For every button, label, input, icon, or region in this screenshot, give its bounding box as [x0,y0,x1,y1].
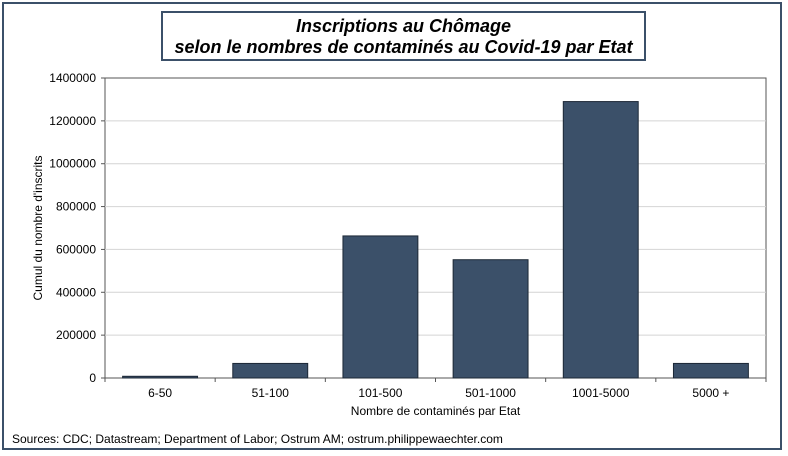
bar [342,235,419,379]
x-tick-label: 6-50 [148,386,172,400]
chart-title-line-1: Inscriptions au Chômage [295,16,512,36]
bar [672,362,749,379]
chart-title-box: Inscriptions au Chômage selon le nombres… [161,11,646,61]
bar [122,375,199,379]
x-tick-label: 501-1000 [465,386,516,400]
y-tick-label: 200000 [56,328,96,342]
y-axis-title: Cumul du nombre d'inscrits [31,155,45,300]
x-axis-title: Nombre de contaminés par Etat [351,404,521,418]
bar [562,101,639,379]
chart-title-line-2: selon le nombres de contaminés au Covid-… [174,37,633,57]
x-tick-label: 1001-5000 [572,386,630,400]
source-note: Sources: CDC; Datastream; Department of … [12,432,503,446]
y-tick-label: 400000 [56,285,96,299]
x-tick-label: 101-500 [358,386,402,400]
y-tick-label: 0 [89,371,96,385]
x-tick-label: 5000 + [692,386,729,400]
y-tick-label: 800000 [56,200,96,214]
bar [452,259,529,379]
y-tick-label: 1000000 [49,157,96,171]
y-tick-label: 1200000 [49,114,96,128]
y-tick-label: 1400000 [49,71,96,85]
x-tick-label: 51-100 [252,386,290,400]
plot-area [104,77,767,379]
y-tick-label: 600000 [56,242,96,256]
bar [232,362,309,379]
